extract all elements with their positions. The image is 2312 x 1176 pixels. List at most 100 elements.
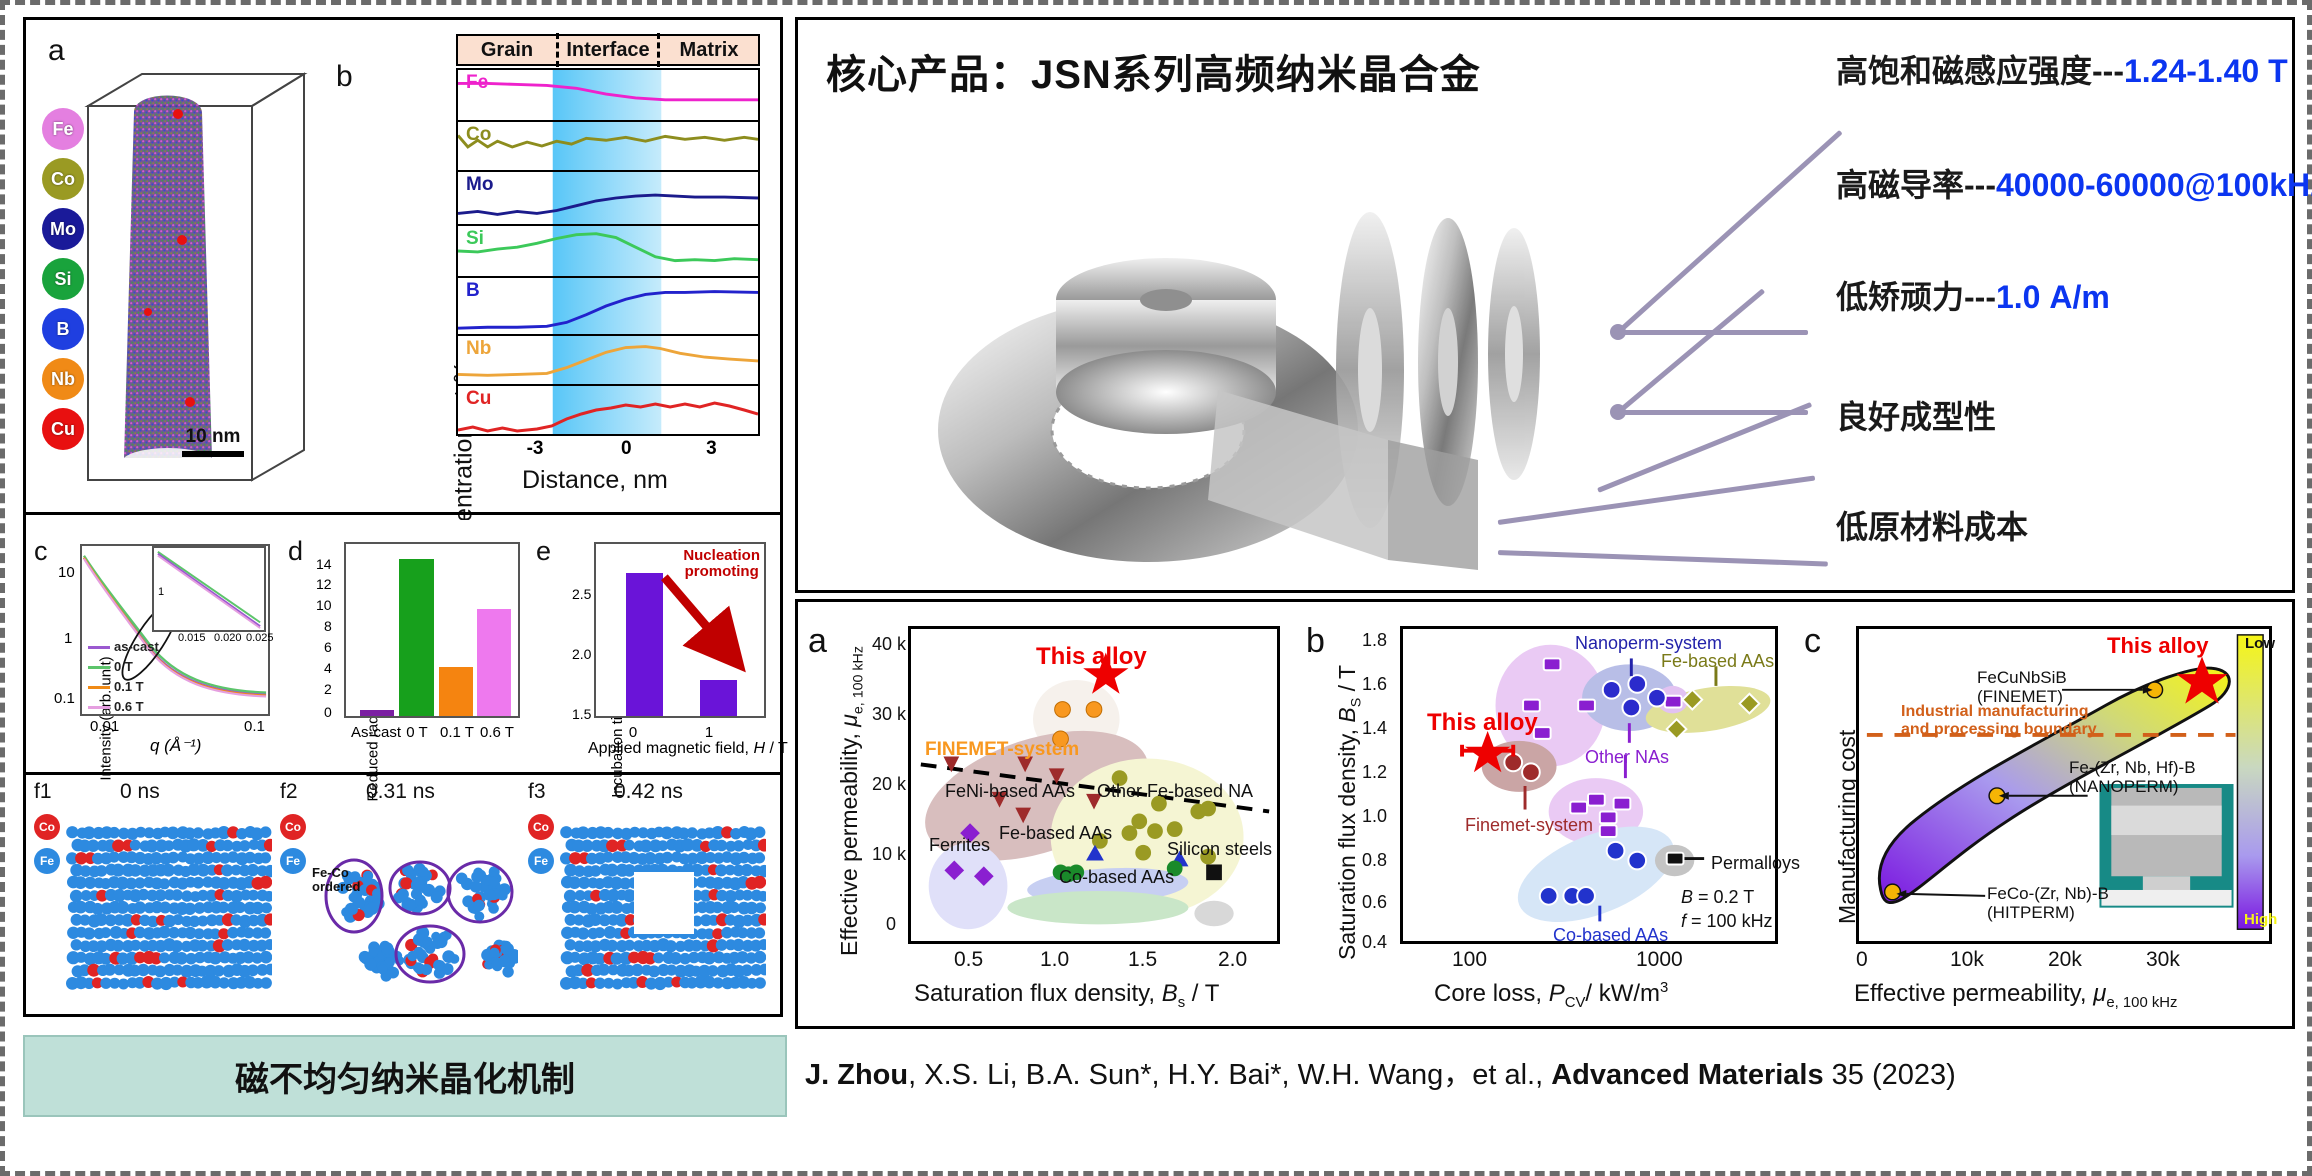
chart-b-group-co-aas: Co-based AAs [1553, 925, 1669, 945]
chart-b-ytick-16: 1.6 [1362, 674, 1388, 694]
e-xtick-0: 0 [628, 724, 638, 741]
region-grain: Grain [480, 38, 534, 61]
profile-row-cu: 1.02 0.51 0.00 Cu [458, 386, 758, 438]
profile-row-nb: 2.8 1.4 Nb [458, 336, 758, 386]
chart-b-ytick-14: 1.4 [1362, 718, 1388, 738]
panel-c-letter: c [34, 536, 48, 566]
profile-label-cu: Cu [466, 388, 492, 409]
panel-b-letter: b [336, 60, 353, 93]
chart-a-xtick-10: 1.0 [1040, 948, 1070, 971]
chart-a-plot-area: This alloy FINEMET-system FeNi-based AAs… [908, 626, 1280, 944]
nanocrystalline-core-photo [918, 140, 1678, 570]
c-legend-06t: 0.6 T [114, 699, 144, 714]
colorbar-high-label: High [2244, 911, 2278, 928]
panel-b-plot-stack: 87.0 78.3 69.6 Fe 0.75 0.50 0.25 Co [456, 68, 760, 436]
panel-f3: f3 0.42 ns Co Fe [526, 780, 771, 1012]
leader-line-2 [1618, 410, 1808, 415]
left-figure-block: a Fe Co Mo Si B Nb Cu [23, 17, 788, 1017]
chart-a-letter: a [808, 622, 827, 660]
panel-f3-letter: f3 [528, 780, 546, 803]
fe-co-ordered-note: Fe-Co ordered [312, 865, 361, 894]
e-bar-1t [700, 679, 738, 716]
panel-c-x-axis-title: q (Å⁻¹) [150, 736, 202, 755]
f3-legend-chip-co: Co [528, 814, 554, 840]
chart-b-xtick-100: 100 [1452, 948, 1488, 971]
chart-b-group-fe-aas: Fe-based AAs [1661, 651, 1775, 671]
chart-a-y-title: Effective permeability, μe, 100 kHz [836, 646, 867, 956]
c-ytick-1: 1 [64, 630, 73, 647]
chart-a-xtick-05: 0.5 [954, 948, 984, 971]
citation-journal: Advanced Materials [1551, 1059, 1824, 1091]
chart-a-group-silicon: Silicon steels [1167, 839, 1273, 859]
chart-b-group-finemet: Finemet-system [1465, 815, 1594, 835]
region-header-bar: Grain Interface Matrix [456, 33, 760, 67]
profile-label-b: B [466, 280, 480, 301]
chart-c-plot-area: This alloy FeCuNbSiB (FINEMET) Fe-(Zr, Nb… [1856, 626, 2277, 944]
chart-b: b Saturation flux density, BS / T 1.8 1.… [1300, 608, 1800, 1024]
legend-chip-si: Si [42, 258, 84, 300]
chart-a-ytick-30k: 30 k [872, 704, 907, 724]
md-snapshot-f1 [66, 810, 277, 1006]
chart-c-letter: c [1804, 622, 1821, 660]
chart-c-xtick-30k: 30k [2146, 948, 2180, 971]
legend-chip-nb: Nb [42, 358, 84, 400]
c-xtick-1: 0.1 [244, 718, 265, 735]
chart-c: c Manufacturing cost [1798, 608, 2288, 1024]
chart-b-ytick-04: 0.4 [1362, 932, 1388, 952]
md-snapshot-f3 [560, 810, 771, 1006]
profile-row-fe: 87.0 78.3 69.6 Fe [458, 70, 758, 122]
d-bar-0t [399, 558, 434, 716]
e-ytick-15: 1.5 [572, 706, 592, 722]
f3-legend-chip-fe: Fe [528, 848, 554, 874]
f2-legend-chip-co: Co [280, 814, 306, 840]
chart-b-group-nanoperm: Nanoperm-system [1575, 633, 1723, 653]
panel-f3-legend: Co Fe [528, 814, 554, 882]
b-xtick-0: 0 [620, 438, 632, 459]
chart-a-group-fe-aas: Fe-based AAs [999, 823, 1113, 843]
chart-a-ytick-10k: 10 k [872, 844, 907, 864]
product-title: 核心产品：JSN系列高频纳米晶合金 [826, 53, 1481, 97]
panel-f1-legend: Co Fe [34, 814, 60, 882]
panel-f2: f2 0.31 ns Co Fe Fe-Co ordered [278, 780, 521, 1012]
d-xtick-0t: 0 T [406, 724, 428, 741]
panel-e-incubation-time: e Incubation time, t / ns 2.5 2.0 1.5 Nu… [532, 520, 788, 798]
c-legend-swatch-as-cast [88, 646, 110, 649]
chart-b-ytick-12: 1.2 [1362, 762, 1388, 782]
c-ytick-01: 0.1 [54, 690, 75, 707]
profile-label-si: Si [466, 228, 484, 249]
d-bar-01t [438, 666, 474, 716]
d-ytick-14: 14 [316, 556, 332, 572]
feature-permeability: 高磁导率---40000-60000@100kHz [1836, 167, 2312, 203]
region-divider-2 [657, 33, 660, 67]
profile-label-co: Co [466, 124, 492, 145]
profile-label-fe: Fe [466, 72, 489, 93]
chart-b-plot-area: This alloy Nanoperm-system Fe-based AAs … [1400, 626, 1800, 945]
c-inset-xtick-2: 0.025 [246, 632, 274, 644]
chart-c-annotation-finemet: FeCuNbSiB (FINEMET) [1977, 668, 2067, 706]
legend-chip-cu: Cu [42, 408, 84, 450]
panel-e-plot: Nucleation promoting [594, 542, 766, 718]
d-xtick-06t: 0.6 T [480, 724, 514, 741]
profile-row-co: 0.75 0.50 0.25 Co [458, 122, 758, 172]
feature-formability: 良好成型性 [1836, 399, 1997, 435]
chart-a-ytick-40k: 40 k [872, 634, 907, 654]
chart-b-ytick-08: 0.8 [1362, 850, 1388, 870]
panel-d-letter: d [288, 536, 304, 566]
chart-b-letter: b [1306, 622, 1325, 660]
c-inset-xtick-1: 0.020 [214, 632, 242, 644]
c-inset-ytick: 1 [158, 586, 165, 598]
chart-b-group-permalloys: Permalloys [1711, 853, 1801, 873]
feature-raw-cost: 低原材料成本 [1836, 509, 2029, 545]
panel-a-element-legend: Fe Co Mo Si B Nb Cu [42, 108, 88, 458]
d-ytick-4: 4 [324, 660, 332, 676]
legend-chip-b: B [42, 308, 84, 350]
chart-c-annotation-hitperm: FeCo-(Zr, Nb)-B (HITPERM) [1987, 884, 2109, 922]
chart-b-ytick-18: 1.8 [1362, 630, 1388, 650]
panel-f1: f1 0 ns Co Fe [32, 780, 277, 1012]
panel-f2-legend: Co Fe [280, 814, 306, 882]
panel-d-reduced-radius: d Reduced radius, Rg / Å 14 12 10 8 6 4 … [284, 520, 532, 801]
region-divider-1 [556, 33, 559, 67]
colorbar-low-label: Low [2245, 635, 2275, 652]
leader-dot-1 [1610, 324, 1626, 340]
